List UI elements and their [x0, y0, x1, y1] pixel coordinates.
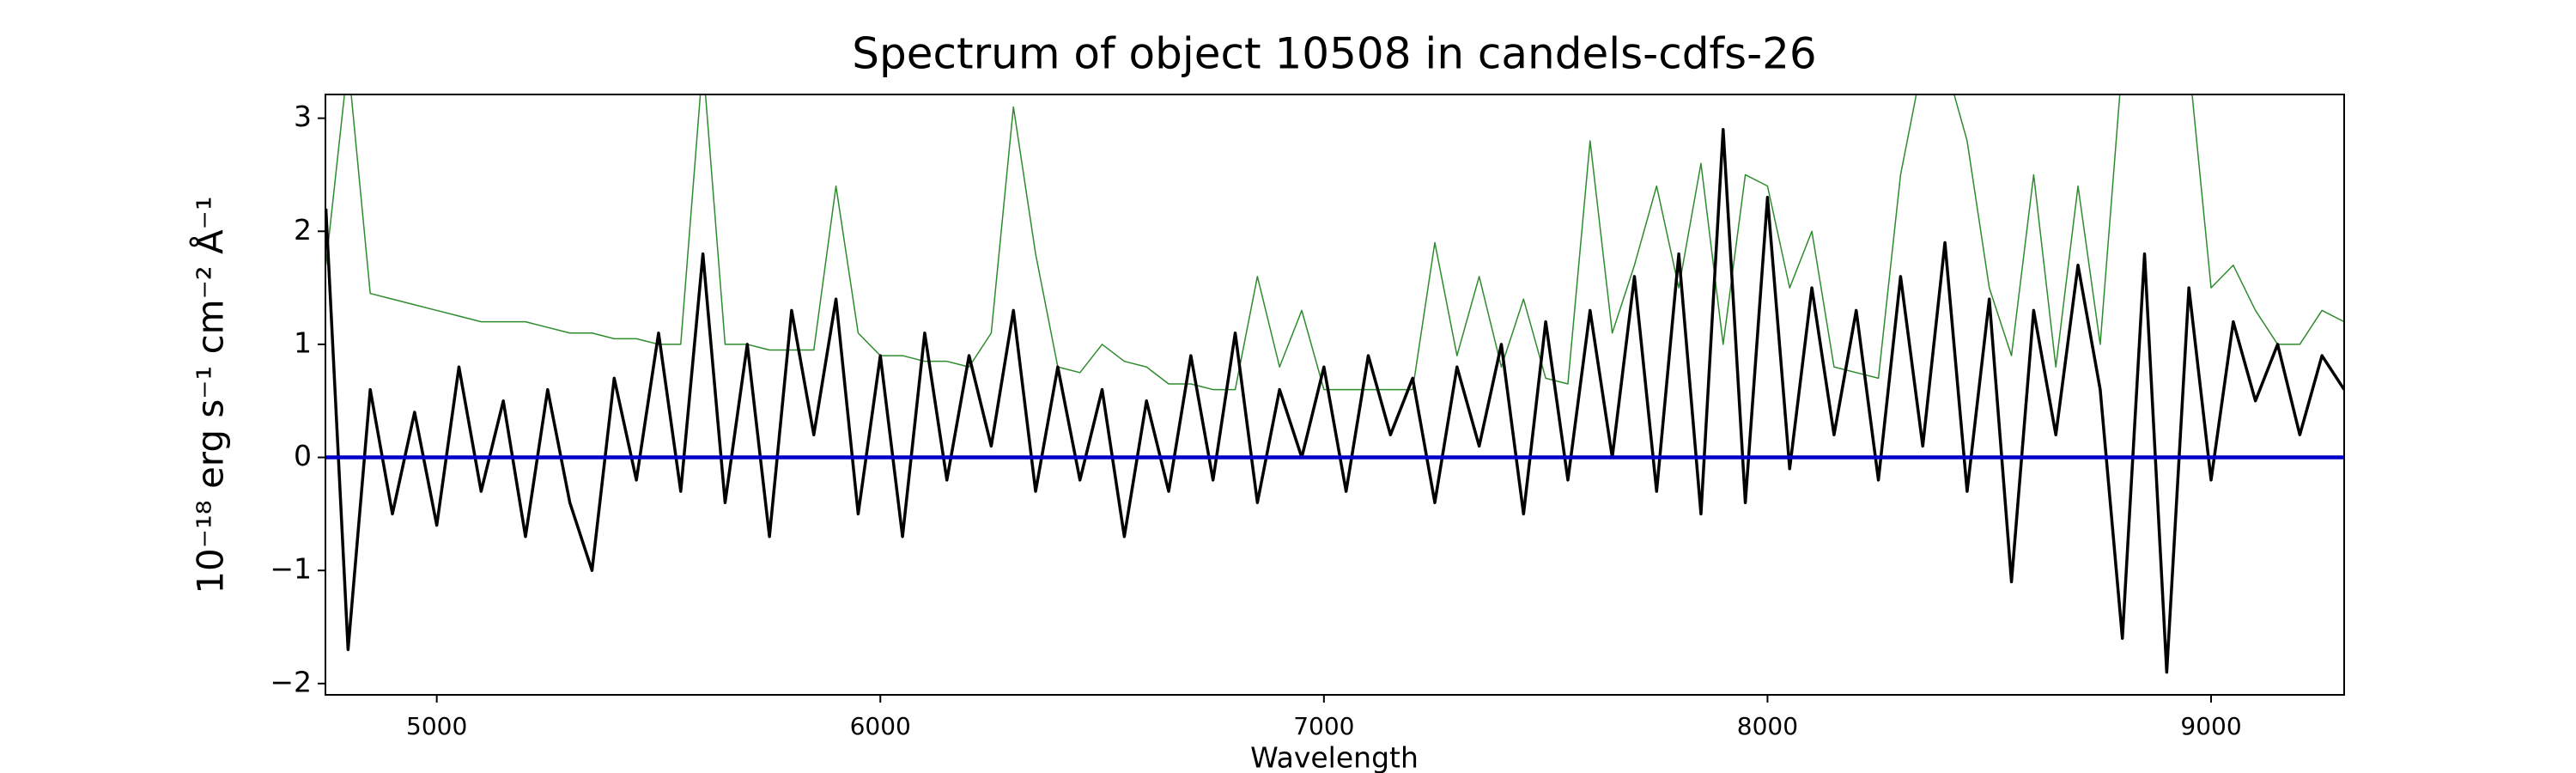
y-tick-label: −1: [270, 552, 312, 586]
plot-frame: [325, 94, 2345, 696]
spectrum-line: [325, 94, 2344, 391]
x-tick-label: 5000: [406, 712, 467, 740]
x-tick-label: 7000: [1293, 712, 1354, 740]
x-tick-label: 8000: [1737, 712, 1798, 740]
y-axis-label: 10⁻¹⁸ erg s⁻¹ cm⁻² Å⁻¹: [189, 196, 232, 593]
chart-title: Spectrum of object 10508 in candels-cdfs…: [852, 29, 1817, 79]
x-tick-label: 9000: [2180, 712, 2241, 740]
x-axis-label: Wavelength: [1250, 741, 1419, 773]
spectrum-line: [325, 128, 2344, 674]
y-tick-label: 1: [294, 326, 312, 359]
x-tick-label: 6000: [850, 712, 911, 740]
y-tick-label: 3: [294, 100, 312, 133]
plot-area: [325, 94, 2344, 674]
y-tick-label: 2: [294, 213, 312, 247]
y-tick-label: 0: [294, 439, 312, 472]
y-tick-label: −2: [270, 665, 312, 698]
